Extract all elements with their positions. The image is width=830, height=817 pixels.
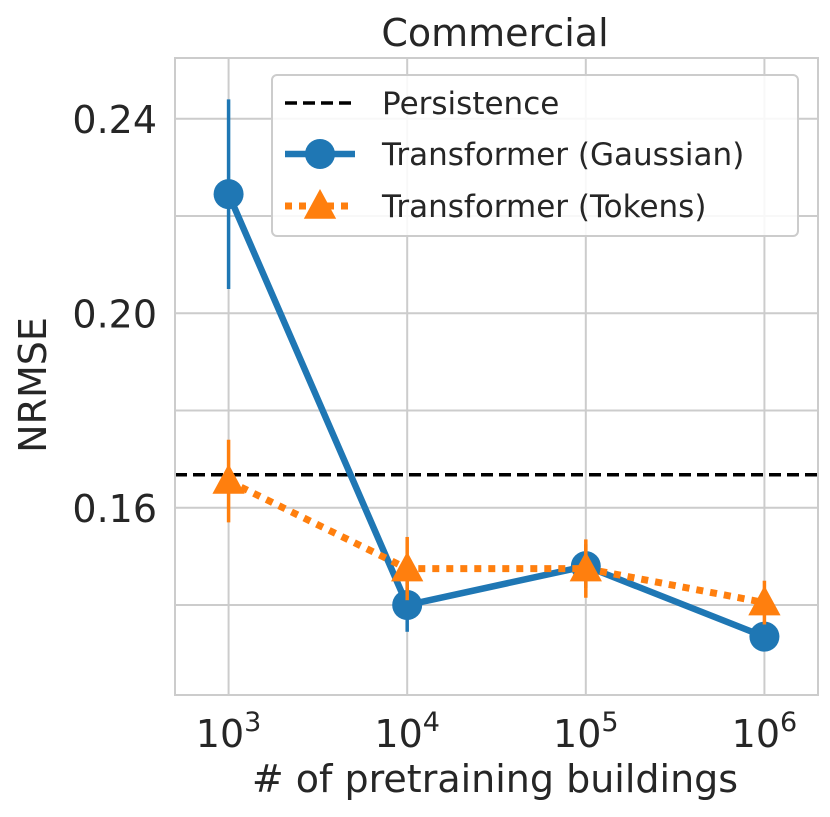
chart-title: Commercial [381, 11, 608, 55]
data-point [213, 179, 244, 210]
legend-persistence-label: Persistence [382, 86, 559, 122]
series-tokens [212, 439, 781, 625]
legend-box [271, 74, 799, 237]
legend: Persistence Transformer (Gaussian) Trans… [271, 74, 799, 237]
legend-tokens-label: Transformer (Tokens) [381, 189, 706, 225]
x-axis-label: # of pretraining buildings [252, 757, 738, 801]
x-tick-label: 104 [374, 707, 440, 756]
series-line [225, 192, 766, 640]
plot-frame [174, 57, 819, 696]
series-line [227, 477, 766, 607]
y-axis-ticks: 0.16 0.20 0.24 [72, 98, 157, 531]
data-point [749, 621, 780, 652]
x-tick-label: 103 [196, 707, 262, 756]
data-point [391, 551, 424, 582]
data-point [748, 585, 781, 616]
y-tick-label: 0.16 [72, 487, 157, 531]
legend-gaussian-marker [305, 139, 335, 169]
y-tick-label: 0.20 [72, 292, 157, 336]
y-axis-label: NRMSE [11, 317, 55, 453]
y-tick-label: 0.24 [72, 98, 157, 142]
data-point [392, 590, 423, 621]
x-axis-ticks: 103 104 105 106 [196, 707, 797, 756]
data-point [569, 551, 602, 582]
data-point [212, 464, 245, 494]
legend-tokens-marker [303, 189, 337, 219]
x-tick-label: 106 [732, 707, 798, 756]
legend-gaussian-label: Transformer (Gaussian) [381, 137, 744, 173]
x-tick-label: 105 [553, 707, 619, 756]
series-layer [212, 99, 781, 652]
